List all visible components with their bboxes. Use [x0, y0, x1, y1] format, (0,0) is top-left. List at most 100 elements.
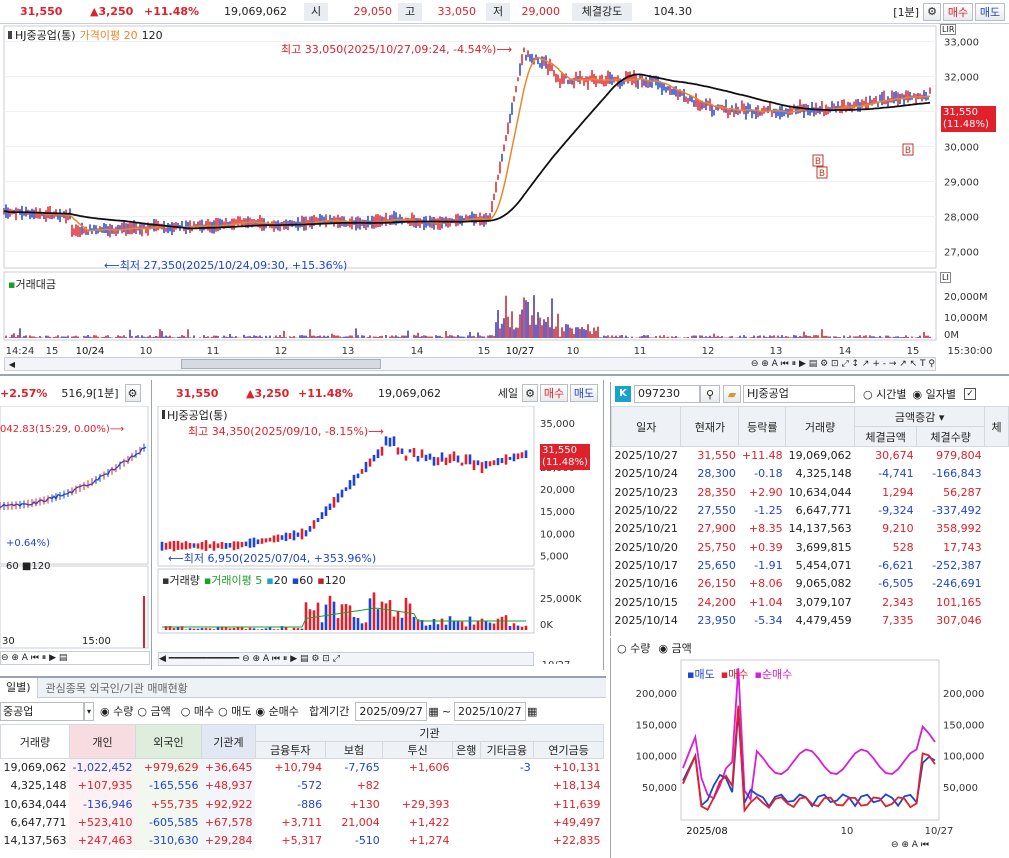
code-input[interactable]: 097230 — [634, 385, 700, 403]
daily-cell: 19,069,062 — [788, 449, 852, 463]
mid-volume-bar — [320, 622, 324, 630]
broker-cell: +29,393 — [401, 797, 450, 811]
mid-candle — [260, 538, 264, 544]
mid-candle — [228, 543, 232, 548]
broker-line-chart[interactable]: 200,000 200,000 150,000 150,000 100,000 100,0… — [611, 658, 1009, 858]
main-chart-panel: 33,00032,00031,00030,00029,00028,00027,0… — [0, 24, 1009, 376]
mid-low-note: ⟵최저 6,950(2025/07/04, +353.96%) — [168, 552, 377, 565]
lir-toggle[interactable]: LIR — [940, 24, 957, 35]
daily-row[interactable]: 2025/10/22 27,550 -1.25 6,647,771 -9,324 -337… — [612, 501, 1009, 519]
scroll-left-arrow[interactable]: ◀ — [8, 359, 16, 369]
line-legend: ▪ 매도 ▪ 매수 ▪ 순매수 — [687, 667, 793, 682]
daily-row[interactable]: 2025/10/14 23,950 -5.34 4,479,459 7,335 307,0… — [612, 611, 1009, 629]
li-toggle[interactable]: LI — [940, 272, 951, 283]
radio-time[interactable]: ○ 시간별 — [863, 388, 907, 401]
daily-cell: 2025/10/27 — [614, 449, 678, 463]
broker-cell — [480, 795, 534, 813]
daily-cell: 2025/10/15 — [614, 595, 678, 609]
daily-row[interactable]: 2025/10/21 27,900 +8.35 14,137,563 9,210 358,… — [612, 520, 1009, 538]
broker-row[interactable]: 19,069,062 -1,022,452 +979,629 +36,645 +10,7… — [1, 758, 604, 777]
radio-net[interactable]: ◉ 순매수 — [255, 705, 299, 718]
b-col-indiv: 개인 — [68, 724, 136, 759]
mid-candle — [252, 537, 256, 548]
date-from[interactable]: 2025/09/27 — [355, 701, 428, 721]
daily-row[interactable]: 2025/10/27 31,550 +11.48 19,069,062 30,674 97… — [612, 447, 1009, 465]
daily-cell: -5.34 — [754, 613, 783, 627]
interval-label[interactable]: [1분] — [893, 5, 919, 19]
radio-buy[interactable]: ○ 매수 — [180, 705, 215, 718]
search-button[interactable]: ⚲ — [700, 385, 720, 403]
chart-scroll-bar[interactable]: ◀ ⊖ ⊕ A ⏮ ⏸ ▶ ▤ ⚙ ⊡ ⤢ ↕ ↗ + - → ↗ ↖ T ⚲ — [4, 357, 936, 371]
radio-sell[interactable]: ○ 매도 — [218, 705, 252, 718]
sub-header-select[interactable]: 금액증감 — [894, 410, 936, 424]
daily-row[interactable]: 2025/10/15 24,200 +1.04 3,079,107 2,343 101,1… — [612, 593, 1009, 611]
settings-button[interactable]: ⚙ — [923, 2, 941, 21]
broker-row[interactable]: 10,634,044 -136,946 +55,735 +92,922 -886 +130… — [1, 795, 604, 814]
sell-button[interactable]: 매도 — [975, 2, 1005, 21]
daily-cell: -166,843 — [932, 467, 982, 481]
radio-amt[interactable]: ◉ 금액 — [658, 642, 692, 655]
ma120-line — [3, 73, 931, 230]
b-sub-col: 연기금등 — [533, 741, 604, 759]
mid-candle — [500, 458, 504, 464]
mid-volume-bar — [412, 616, 416, 630]
buy-button[interactable]: 매수 — [943, 2, 973, 21]
mid-volume-bar — [424, 625, 428, 630]
mid-volume-bar — [300, 628, 304, 630]
radio-amt2[interactable]: ○ 금액 — [137, 705, 171, 718]
mid-volume-bar — [500, 616, 504, 630]
mid-controls[interactable]: ◀ ━━━━━━━━━━━━━ ⊖ ⊕ A ⏮ ⏸ ▶ ▤ ⚙ ⊡ ⤢ — [158, 652, 534, 666]
line-controls[interactable]: ⊖ ⊕ A ⏮ — [891, 840, 929, 850]
open-label: 시 — [304, 2, 328, 21]
mid-candle — [480, 462, 484, 474]
col-price: 현재가 — [680, 406, 740, 447]
broker-row[interactable]: 4,325,148 +107,935 -165,556 +48,937 -572 +82 +… — [1, 776, 604, 796]
small-left-settings[interactable]: ⚙ — [124, 384, 141, 402]
daily-cell: -1.25 — [754, 504, 783, 518]
date-to[interactable]: 2025/10/27 — [454, 701, 527, 721]
broker-row[interactable]: 6,647,771 +523,410 -605,585 +67,578 +3,711 21… — [1, 813, 604, 832]
mid-sell-button[interactable]: 매도 — [570, 384, 598, 402]
radio-qty2[interactable]: ◉ 수량 — [100, 705, 134, 718]
daily-cell: 30,674 — [875, 449, 914, 463]
daily-cell: +8.06 — [748, 577, 783, 591]
mid-volume-bar — [404, 597, 408, 630]
col-group[interactable]: 금액증감 ▾ — [854, 406, 986, 427]
zoom-controls[interactable]: ⊖ ⊕ A ⏮ ⏸ ▶ ▤ ⚙ ⊡ ⤢ ↕ ↗ + - → ↗ ↖ T ⚲ — [750, 359, 935, 369]
radio-qty[interactable]: ○ 수량 — [617, 642, 651, 655]
tab-daily[interactable]: 일별) — [0, 677, 38, 698]
daily-cell — [985, 611, 1009, 629]
broker-dropdown[interactable]: ▾ — [84, 701, 95, 721]
folder-button[interactable]: ▰ — [723, 385, 741, 403]
mid-settings[interactable]: ⚙ — [522, 384, 538, 402]
daily-row[interactable]: 2025/10/23 28,350 +2.90 10,634,044 1,294 56,2… — [612, 483, 1009, 501]
daily-row[interactable]: 2025/10/17 25,650 -1.91 5,454,071 -6,621 -252… — [612, 556, 1009, 574]
mid-candle — [224, 542, 228, 549]
mid-volume-bar — [360, 623, 364, 630]
small-left-controls[interactable]: ⊖ ⊕ A ⏮ ⏸ ▶ ▤ — [0, 651, 150, 665]
scroll-thumb[interactable] — [180, 359, 381, 369]
mid-mode[interactable]: 세일 — [497, 387, 518, 400]
tab-interest[interactable]: 관심종목 외국인/기관 매매현황 — [45, 681, 188, 695]
daily-cell: 979,804 — [936, 449, 982, 463]
main-price-chart[interactable]: 33,00032,00031,00030,00029,00028,00027,0… — [0, 24, 1009, 376]
broker-cell: +1,422 — [408, 816, 450, 830]
daily-row[interactable]: 2025/10/16 26,150 +8.06 9,065,082 -6,505 -246… — [612, 575, 1009, 593]
strength-value: 104.30 — [653, 5, 693, 18]
small-left-chart[interactable] — [0, 406, 152, 664]
broker-row[interactable]: 14,137,563 +247,463 -310,630 +29,284 +5,317 -… — [1, 831, 604, 850]
daily-row[interactable]: 2025/10/20 25,750 +0.39 3,699,815 528 17,743 — [612, 538, 1009, 556]
calendar-icon-2[interactable]: ▦ — [527, 704, 538, 718]
mid-buy-button[interactable]: 매수 — [540, 384, 568, 402]
leg-sell: 매도 — [694, 668, 715, 681]
mid-candle — [432, 456, 436, 466]
mid-y-tick: 10,000 — [540, 529, 575, 540]
checkbox-icon[interactable]: ✓ — [963, 388, 976, 400]
radio-day[interactable]: ◉ 일자별 — [912, 388, 956, 401]
mid-candle — [508, 456, 512, 460]
mid-price-chart[interactable]: 35,00025,00020,00015,00010,0005,00025,00… — [156, 406, 604, 664]
small-left-legend: 60 ■120 — [6, 561, 51, 572]
calendar-icon[interactable]: ▦ — [428, 704, 439, 718]
daily-row[interactable]: 2025/10/24 28,300 -0.18 4,325,148 -4,741 -166… — [612, 465, 1009, 483]
line-y-tick: 150,000 — [636, 720, 677, 731]
